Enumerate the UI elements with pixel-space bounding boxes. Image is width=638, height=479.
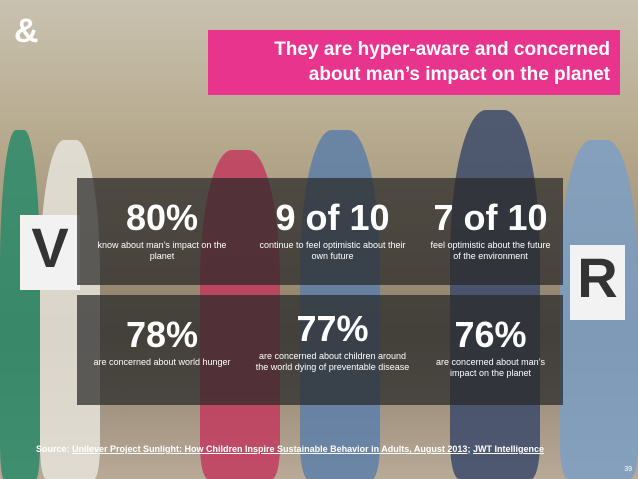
source-line: Source: Unilever Project Sunlight: How C… — [36, 444, 544, 454]
stat-box: 77% are concerned about children around … — [247, 295, 418, 405]
source-link[interactable]: Unilever Project Sunlight: How Children … — [72, 444, 468, 454]
stat-figure: 80% — [125, 197, 199, 238]
stat-box: 80% know about man’s impact on the plane… — [77, 178, 247, 285]
stat-text: continue to feel optimistic about their … — [259, 240, 406, 261]
source-prefix: Source: — [36, 444, 70, 454]
photo-person — [450, 110, 540, 479]
stat-box: 7 of 10 feel optimistic about the future… — [418, 178, 563, 285]
photo-sign: V — [20, 215, 80, 290]
stat-text: are concerned about man’s impact on the … — [436, 357, 545, 378]
stat-box: 9 of 10 continue to feel optimistic abou… — [247, 178, 418, 285]
source-publisher[interactable]: JWT Intelligence — [472, 444, 544, 454]
stat-figure: 7 of 10 — [433, 197, 548, 238]
photo-person — [0, 130, 40, 479]
stat-figure: 77% — [296, 308, 369, 349]
stat-text: know about man’s impact on the planet — [97, 240, 227, 261]
stat-figure: 9 of 10 — [275, 197, 390, 238]
stat-figure: 78% — [125, 314, 199, 355]
photo-sign: R — [570, 245, 625, 320]
logo: & — [14, 12, 39, 50]
stat-box: 76% are concerned about man’s impact on … — [418, 295, 563, 405]
source-separator: ; — [467, 444, 471, 454]
stat-box: 78% are concerned about world hunger — [77, 295, 247, 405]
stat-text: are concerned about world hunger — [93, 357, 231, 367]
stat-text: feel optimistic about the future of the … — [430, 240, 551, 261]
stat-text: are concerned about children around the … — [255, 351, 410, 372]
slide-title: They are hyper-aware and concerned about… — [208, 30, 620, 95]
page-number: 39 — [624, 466, 632, 473]
stat-figure: 76% — [454, 314, 527, 355]
